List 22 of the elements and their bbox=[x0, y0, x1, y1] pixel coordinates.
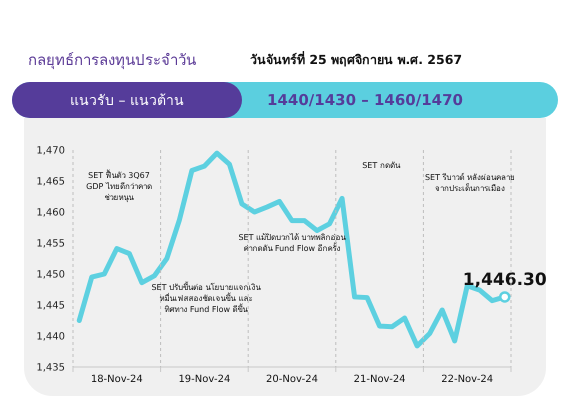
annotation: SET ฟื้นตัว 3Q67 GDP ไทยดีกว่าคาด ช่วยหนุน bbox=[85, 170, 153, 203]
annotation: SET กดดัน bbox=[361, 160, 402, 171]
x-tick-label: 19-Nov-24 bbox=[178, 374, 230, 386]
x-tick-label: 18-Nov-24 bbox=[90, 374, 143, 386]
y-tick-label: 1,455 bbox=[36, 238, 65, 250]
annotation: SET ปรับขึ้นต่อ นโยบายแจกเงินหมื่นเฟสสองชัดเจนขึ้น และทิศทาง Fund Flow ดีขึ้น bbox=[150, 282, 262, 315]
chart-subtitle: วันจันทร์ที่ 25 พฤศจิกายน พ.ศ. 2567 bbox=[250, 50, 462, 69]
x-tick-label: 20-Nov-24 bbox=[266, 374, 318, 386]
annotation: SET รีบาวด์ หลังผ่อนคลายจากประเด็นการเมือง bbox=[424, 172, 516, 194]
y-tick-label: 1,440 bbox=[36, 332, 65, 343]
text: 1440/1430 – 1460/1470 bbox=[266, 90, 464, 111]
x-tick-label: 21-Nov-24 bbox=[354, 374, 406, 386]
y-tick-label: 1,460 bbox=[36, 208, 65, 219]
y-tick-label: 1,470 bbox=[36, 146, 65, 157]
data-label: 1,446.30 bbox=[462, 270, 547, 290]
chart-title: กลยุทธ์การลงทุนประจำวัน bbox=[28, 50, 196, 72]
y-tick-label: 1,465 bbox=[36, 176, 65, 188]
text: แนวรับ – แนวต้าน bbox=[12, 82, 242, 118]
y-tick-label: 1,450 bbox=[36, 270, 65, 281]
y-tick-label: 1,435 bbox=[36, 362, 65, 374]
y-tick-label: 1,445 bbox=[36, 300, 65, 312]
x-tick-label: 22-Nov-24 bbox=[441, 374, 494, 386]
